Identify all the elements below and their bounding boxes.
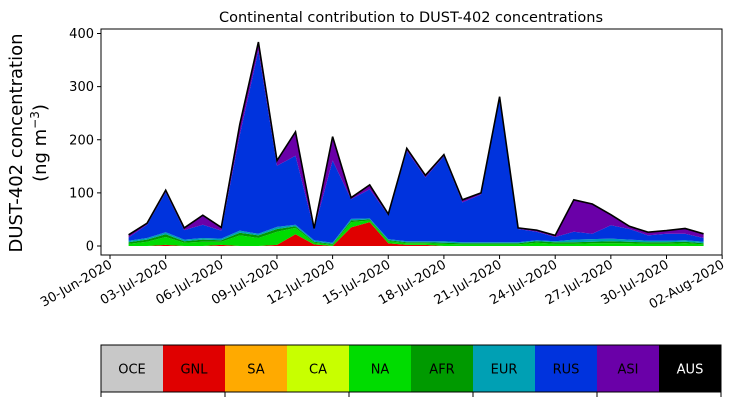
legend-label-asi: ASI xyxy=(618,363,639,378)
y-tick-label: 400 xyxy=(69,27,94,42)
legend-label-oce: OCE xyxy=(118,363,146,378)
chart-title: Continental contribution to DUST-402 con… xyxy=(219,10,603,26)
y-tick-label: 0 xyxy=(86,240,94,255)
legend-swatch-afr xyxy=(411,345,474,392)
x-axis: 30-Jun-202003-Jul-202006-Jul-202009-Jul-… xyxy=(38,255,727,313)
legend-swatch-sa xyxy=(225,345,288,392)
area-eur xyxy=(128,218,704,244)
y-tick-label: 100 xyxy=(69,186,94,201)
y-axis: 0 100 200 300 400 xyxy=(69,27,101,255)
legend-label-sa: SA xyxy=(247,363,264,378)
area-rus xyxy=(128,50,704,243)
y-tick-label: 200 xyxy=(69,133,94,148)
area-afr xyxy=(128,219,704,245)
y-axis-unit-exponent: −3 xyxy=(28,111,42,129)
legend-frame xyxy=(100,344,722,393)
y-axis-label: DUST-402 concentration (ng m−3) xyxy=(6,33,51,252)
y-tick-label: 300 xyxy=(69,80,94,95)
legend-swatch-ca xyxy=(287,345,350,392)
area-na xyxy=(128,220,704,246)
legend-swatch-aus xyxy=(659,345,722,392)
legend-colorbar: OCE GNL SA CA NA AFR EUR RUS ASI AUS xyxy=(100,344,722,397)
legend-label-afr: AFR xyxy=(429,363,454,378)
y-axis-label-line2: (ng m−3) xyxy=(28,104,51,182)
legend-label-na: NA xyxy=(371,363,390,378)
legend-swatch-oce xyxy=(101,345,164,392)
legend-label-ca: CA xyxy=(309,363,327,378)
legend-label-gnl: GNL xyxy=(180,363,208,378)
legend-swatch-asi xyxy=(597,345,660,392)
stacked-areas xyxy=(128,41,704,246)
legend-label-rus: RUS xyxy=(553,363,580,378)
plot-frame xyxy=(100,28,723,256)
y-axis-unit-base: (ng m xyxy=(30,129,51,182)
legend-label-eur: EUR xyxy=(491,363,518,378)
legend-swatch-gnl xyxy=(163,345,226,392)
legend-swatch-na xyxy=(349,345,412,392)
y-axis-label-line1: DUST-402 concentration xyxy=(6,33,27,252)
y-axis-unit-close: ) xyxy=(30,104,51,111)
legend-label-aus: AUS xyxy=(677,363,704,378)
legend-swatch-eur xyxy=(473,345,536,392)
legend-swatch-rus xyxy=(535,345,598,392)
total-outline xyxy=(128,41,704,237)
